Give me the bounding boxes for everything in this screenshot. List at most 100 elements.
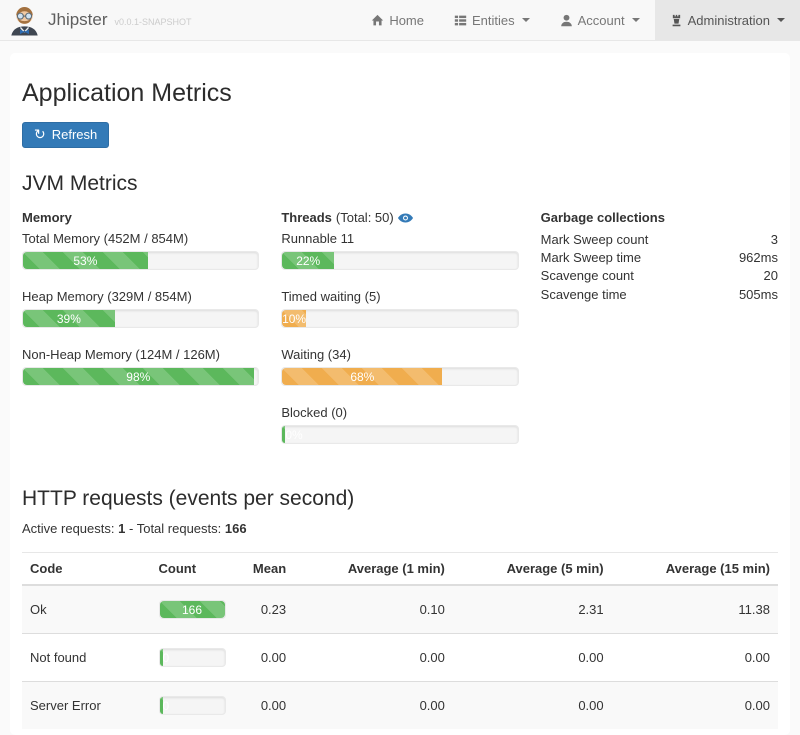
progress-bar: 22% <box>282 252 335 269</box>
table-row-server-error: Server Error 0 0.00 0.00 0.00 0.00 <box>22 681 778 729</box>
progress-bar: 10% <box>282 310 306 327</box>
nav-menu: Home Entities Account Administration <box>356 0 800 40</box>
code-cell: Not found <box>22 633 151 682</box>
eye-icon[interactable] <box>397 211 413 226</box>
count-bar-label: 0 <box>162 698 170 713</box>
active-requests-value: 1 <box>118 521 126 536</box>
count-cell: 0 <box>150 633 234 682</box>
memory-metric-heap: Heap Memory (329M / 854M) 39% <box>22 289 260 328</box>
threads-metric-blocked: Blocked (0) 0% <box>281 405 519 444</box>
threads-metric-runnable: Runnable 11 22% <box>281 231 519 270</box>
progress-track: 68% <box>281 367 519 386</box>
tower-icon <box>670 14 683 27</box>
progress-bar-label: 53% <box>73 253 98 268</box>
mean-cell: 0.00 <box>233 681 295 729</box>
count-track: 0 <box>158 696 226 715</box>
count-bar-label: 166 <box>182 602 203 617</box>
mean-cell: 0.00 <box>233 633 295 682</box>
threads-heading-label: Threads <box>281 210 332 225</box>
table-header-row: Code Count Mean Average (1 min) Average … <box>22 552 778 586</box>
avg15-cell: 0.00 <box>611 633 778 682</box>
progress-bar-label: 22% <box>296 253 321 268</box>
metric-label: Total Memory (452M / 854M) <box>22 231 189 246</box>
metric-label: Timed waiting (5) <box>281 289 381 304</box>
memory-heading: Memory <box>22 210 72 225</box>
table-row-not-found: Not found 0 0.00 0.00 0.00 0.00 <box>22 633 778 682</box>
total-requests-label: Total requests: <box>136 521 222 536</box>
avg5-cell: 0.00 <box>452 681 612 729</box>
code-cell: Server Error <box>22 681 151 729</box>
count-track: 166 <box>158 600 226 619</box>
progress-bar: 53% <box>23 252 148 269</box>
count-bar: 0 <box>159 649 169 666</box>
metric-label: Waiting (34) <box>281 347 351 362</box>
table-row-ok: Ok 166 0.23 0.10 2.31 11.38 <box>22 584 778 634</box>
total-requests-value: 166 <box>224 521 247 536</box>
content-card: Application Metrics ↻ Refresh JVM Metric… <box>10 53 790 735</box>
list-icon <box>454 14 467 27</box>
jvm-metrics-title: JVM Metrics <box>22 172 138 195</box>
jvm-columns: Memory Total Memory (452M / 854M) 53% He… <box>22 210 778 463</box>
count-bar: 0 <box>159 697 169 714</box>
progress-track: 22% <box>281 251 519 270</box>
gc-label: Mark Sweep time <box>540 250 642 266</box>
header-mean: Mean <box>233 552 295 586</box>
mean-cell: 0.23 <box>233 584 295 634</box>
nav-item-label: Entities <box>472 12 515 28</box>
nav-item-account[interactable]: Account <box>545 0 655 40</box>
nav-item-label: Administration <box>687 12 770 28</box>
count-bar-label: 0 <box>162 650 170 665</box>
avg15-cell: 0.00 <box>611 681 778 729</box>
threads-heading: Threads (Total: 50) <box>281 210 518 225</box>
navbar: Jhipster v0.0.1-SNAPSHOT Home Entities A… <box>0 0 800 41</box>
nav-item-administration[interactable]: Administration <box>654 0 800 40</box>
chevron-down-icon <box>631 18 640 22</box>
gc-label: Scavenge count <box>540 268 634 284</box>
code-cell: Ok <box>22 584 151 634</box>
progress-track: 53% <box>22 251 260 270</box>
threads-metric-timed-waiting: Timed waiting (5) 10% <box>281 289 519 328</box>
refresh-icon: ↻ <box>34 126 46 143</box>
memory-column: Memory Total Memory (452M / 854M) 53% He… <box>22 210 260 463</box>
gc-value: 20 <box>763 268 778 284</box>
progress-bar: 0% <box>282 426 303 443</box>
brand-link[interactable]: Jhipster v0.0.1-SNAPSHOT <box>8 0 192 40</box>
progress-bar: 39% <box>23 310 115 327</box>
header-count: Count <box>150 552 234 586</box>
metric-label: Blocked (0) <box>281 405 348 420</box>
metric-label: Heap Memory (329M / 854M) <box>22 289 192 304</box>
nav-item-home[interactable]: Home <box>356 0 439 40</box>
gc-row-scavenge-count: Scavenge count 20 <box>541 267 778 285</box>
progress-bar: 98% <box>23 368 254 385</box>
avg1-cell: 0.10 <box>294 584 453 634</box>
gc-label: Mark Sweep count <box>540 232 649 247</box>
nav-item-label: Home <box>389 12 424 28</box>
progress-bar-label: 39% <box>56 311 81 326</box>
home-icon <box>371 14 384 27</box>
chevron-down-icon <box>777 18 785 22</box>
count-track: 0 <box>158 648 226 667</box>
threads-total: (Total: 50) <box>335 210 394 225</box>
progress-bar-label: 10% <box>282 311 307 326</box>
gc-heading: Garbage collections <box>540 210 665 225</box>
progress-track: 98% <box>22 367 260 386</box>
http-requests-summary: Active requests: 1 - Total requests: 166 <box>22 521 778 536</box>
refresh-button[interactable]: ↻ Refresh <box>22 122 110 148</box>
metric-label: Non-Heap Memory (124M / 126M) <box>22 347 220 362</box>
threads-column: Threads (Total: 50) Runnable 11 22% Time… <box>281 210 519 463</box>
avg5-cell: 2.31 <box>452 584 612 634</box>
gc-row-mark-sweep-count: Mark Sweep count 3 <box>541 231 778 249</box>
gc-row-scavenge-time: Scavenge time 505ms <box>541 286 778 304</box>
progress-track: 10% <box>281 309 519 328</box>
avg15-cell: 11.38 <box>611 584 778 634</box>
memory-metric-nonheap: Non-Heap Memory (124M / 126M) 98% <box>22 347 260 386</box>
nav-item-entities[interactable]: Entities <box>439 0 545 40</box>
header-avg-15min: Average (15 min) <box>611 552 778 586</box>
avg1-cell: 0.00 <box>294 681 453 729</box>
summary-separator: - <box>128 521 134 536</box>
metric-label: Runnable 11 <box>281 231 355 246</box>
active-requests-label: Active requests: <box>22 521 115 536</box>
count-bar: 166 <box>159 601 225 618</box>
progress-bar-label: 68% <box>350 369 375 384</box>
gc-value: 505ms <box>738 286 778 302</box>
